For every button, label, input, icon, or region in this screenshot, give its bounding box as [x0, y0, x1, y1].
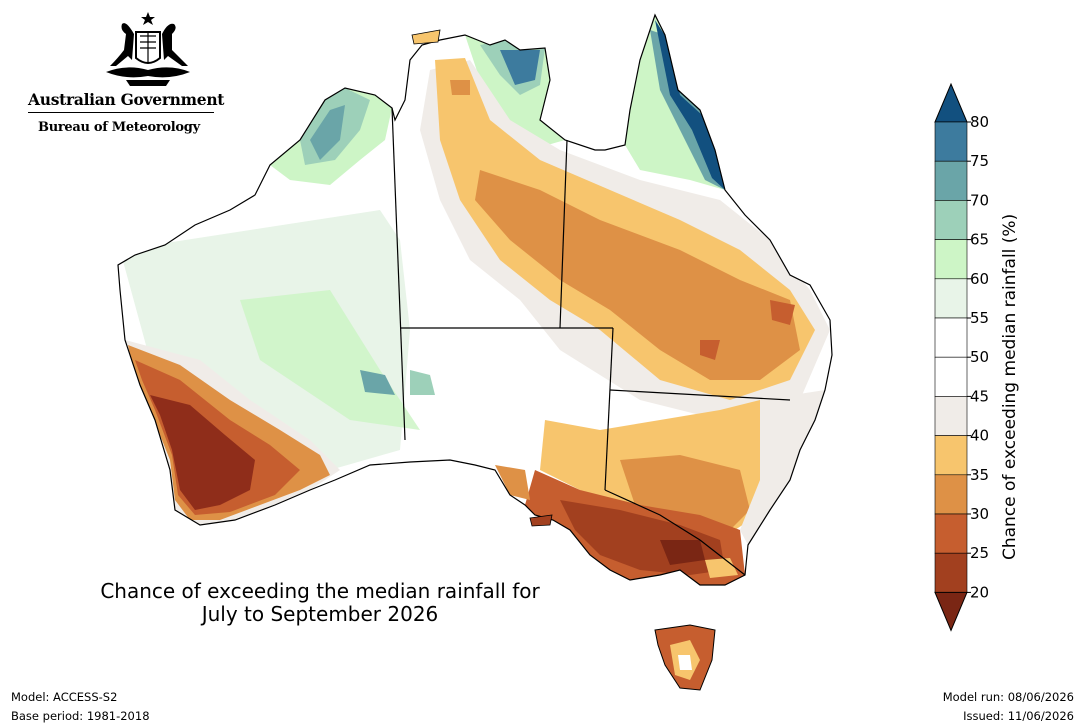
- colorbar-tick-label: 75: [970, 152, 989, 170]
- bureau-name: Bureau of Meteorology: [38, 120, 200, 135]
- colorbar-band-55-60: [934, 278, 968, 319]
- colorbar-tick-label: 40: [970, 427, 989, 445]
- colorbar-band-35-40: [934, 435, 968, 476]
- colorbar-band-25-30: [934, 513, 968, 554]
- colorbar-extend-below: [934, 591, 968, 632]
- colorbar-tick-label: 30: [970, 505, 989, 523]
- colorbar: 20 25 30 35 40 45 50 55 60 65 70 75 80: [934, 82, 989, 632]
- rainfall-outlook-map: [117, 13, 833, 691]
- colorbar-tick-label: 20: [970, 583, 989, 601]
- colorbar-band-65-70: [934, 200, 968, 240]
- map-title-line1: Chance of exceeding the median rainfall …: [100, 579, 540, 603]
- colorbar-band-20-25: [934, 552, 968, 593]
- colorbar-label: Chance of exceeding median rainfall (%): [1000, 213, 1020, 560]
- colorbar-bands: [934, 82, 968, 632]
- colorbar-band-60-65: [934, 239, 968, 280]
- colorbar-band-50-55: [934, 317, 968, 358]
- colorbar-band-45-50: [934, 356, 968, 397]
- logo-divider: [28, 112, 214, 113]
- colorbar-ticks: 20 25 30 35 40 45 50 55 60 65 70 75 80: [967, 113, 989, 601]
- colorbar-tick-label: 60: [970, 270, 989, 288]
- government-name: Australian Government: [28, 90, 225, 109]
- colorbar-band-70-75: [934, 160, 968, 201]
- base-period: Base period: 1981-2018: [11, 709, 150, 723]
- issued-date: Issued: 11/06/2026: [963, 709, 1074, 723]
- colorbar-tick-label: 25: [970, 544, 989, 562]
- colorbar-tick-label: 50: [970, 348, 989, 366]
- colorbar-tick-label: 65: [970, 231, 989, 249]
- colorbar-band-75-80: [934, 121, 968, 162]
- model-run-date: Model run: 08/06/2026: [942, 690, 1074, 704]
- colorbar-extend-above: [934, 82, 968, 123]
- colorbar-tick-label: 35: [970, 466, 989, 484]
- model-name: Model: ACCESS-S2: [11, 690, 118, 704]
- coat-of-arms-icon: [106, 12, 190, 86]
- colorbar-tick-label: 55: [970, 309, 989, 327]
- colorbar-tick-label: 70: [970, 191, 989, 209]
- colorbar-tick-label: 45: [970, 387, 989, 405]
- colorbar-band-30-35: [934, 474, 968, 515]
- map-title: Chance of exceeding the median rainfall …: [70, 580, 570, 626]
- bom-logo: Australian Government Bureau of Meteorol…: [28, 10, 225, 140]
- colorbar-tick-label: 80: [970, 113, 989, 131]
- map-title-line2: July to September 2026: [201, 602, 439, 626]
- colorbar-band-40-45: [934, 396, 968, 436]
